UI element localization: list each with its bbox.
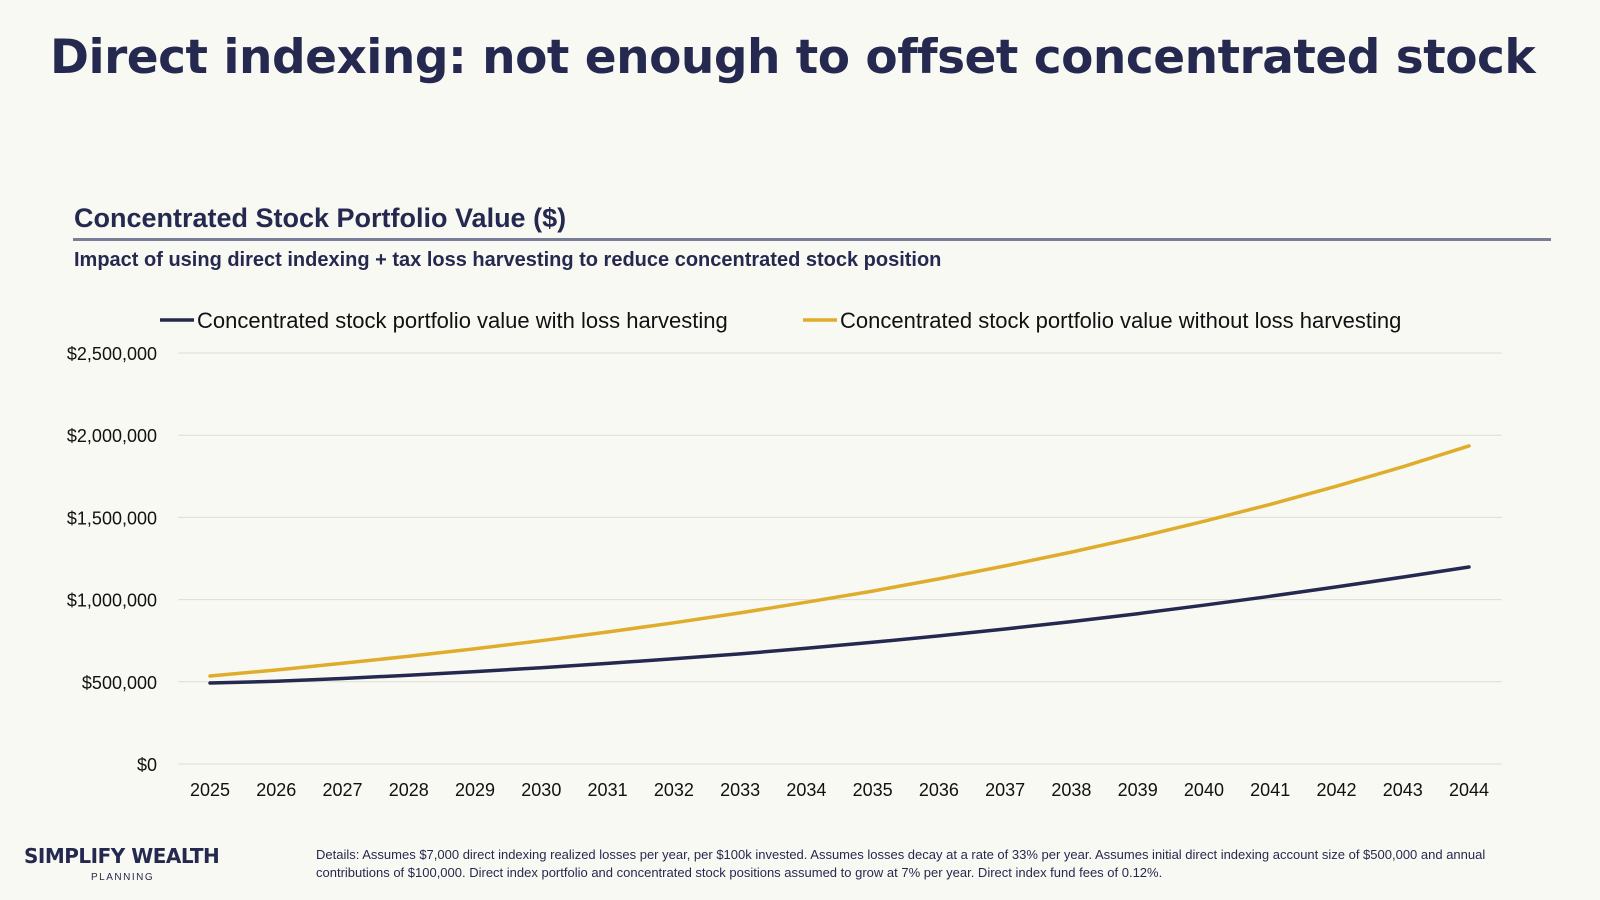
x-tick-label: 2030 <box>521 780 561 800</box>
chart-title: Concentrated Stock Portfolio Value ($) <box>74 203 567 233</box>
x-tick-label: 2034 <box>786 780 826 800</box>
y-tick-label: $2,500,000 <box>67 344 157 364</box>
series-line-2 <box>208 444 1471 678</box>
y-tick-label: $2,000,000 <box>67 426 157 446</box>
x-tick-label: 2038 <box>1051 780 1091 800</box>
x-tick-label: 2033 <box>720 780 760 800</box>
title-divider <box>73 238 1551 241</box>
x-tick-label: 2029 <box>455 780 495 800</box>
details-footnote: Details: Assumes $7,000 direct indexing … <box>316 847 1486 880</box>
y-tick-label: $1,000,000 <box>67 591 157 611</box>
x-tick-label: 2026 <box>256 780 296 800</box>
chart-subtitle: Impact of using direct indexing + tax lo… <box>74 249 942 271</box>
x-tick-label: 2044 <box>1449 780 1489 800</box>
x-tick-label: 2042 <box>1316 780 1356 800</box>
x-tick-label: 2031 <box>588 780 628 800</box>
logo: SIMPLIFY WEALTH <box>24 844 220 868</box>
legend-label-2: Concentrated stock portfolio value witho… <box>840 308 1401 333</box>
x-tick-label: 2039 <box>1118 780 1158 800</box>
series-line-1 <box>208 565 1471 685</box>
legend-label-1: Concentrated stock portfolio value with … <box>197 308 728 333</box>
logo-subtitle: PLANNING <box>91 872 155 883</box>
x-tick-label: 2043 <box>1383 780 1423 800</box>
x-tick-label: 2037 <box>985 780 1025 800</box>
x-tick-label: 2032 <box>654 780 694 800</box>
y-tick-label: $1,500,000 <box>67 508 157 528</box>
x-tick-label: 2041 <box>1250 780 1290 800</box>
y-tick-label: $0 <box>137 755 157 775</box>
x-tick-label: 2040 <box>1184 780 1224 800</box>
y-tick-label: $500,000 <box>82 673 157 693</box>
x-tick-label: 2025 <box>190 780 230 800</box>
page-title: Direct indexing: not enough to offset co… <box>50 30 1536 85</box>
x-tick-label: 2027 <box>323 780 363 800</box>
x-tick-label: 2028 <box>389 780 429 800</box>
x-tick-label: 2036 <box>919 780 959 800</box>
x-tick-label: 2035 <box>853 780 893 800</box>
